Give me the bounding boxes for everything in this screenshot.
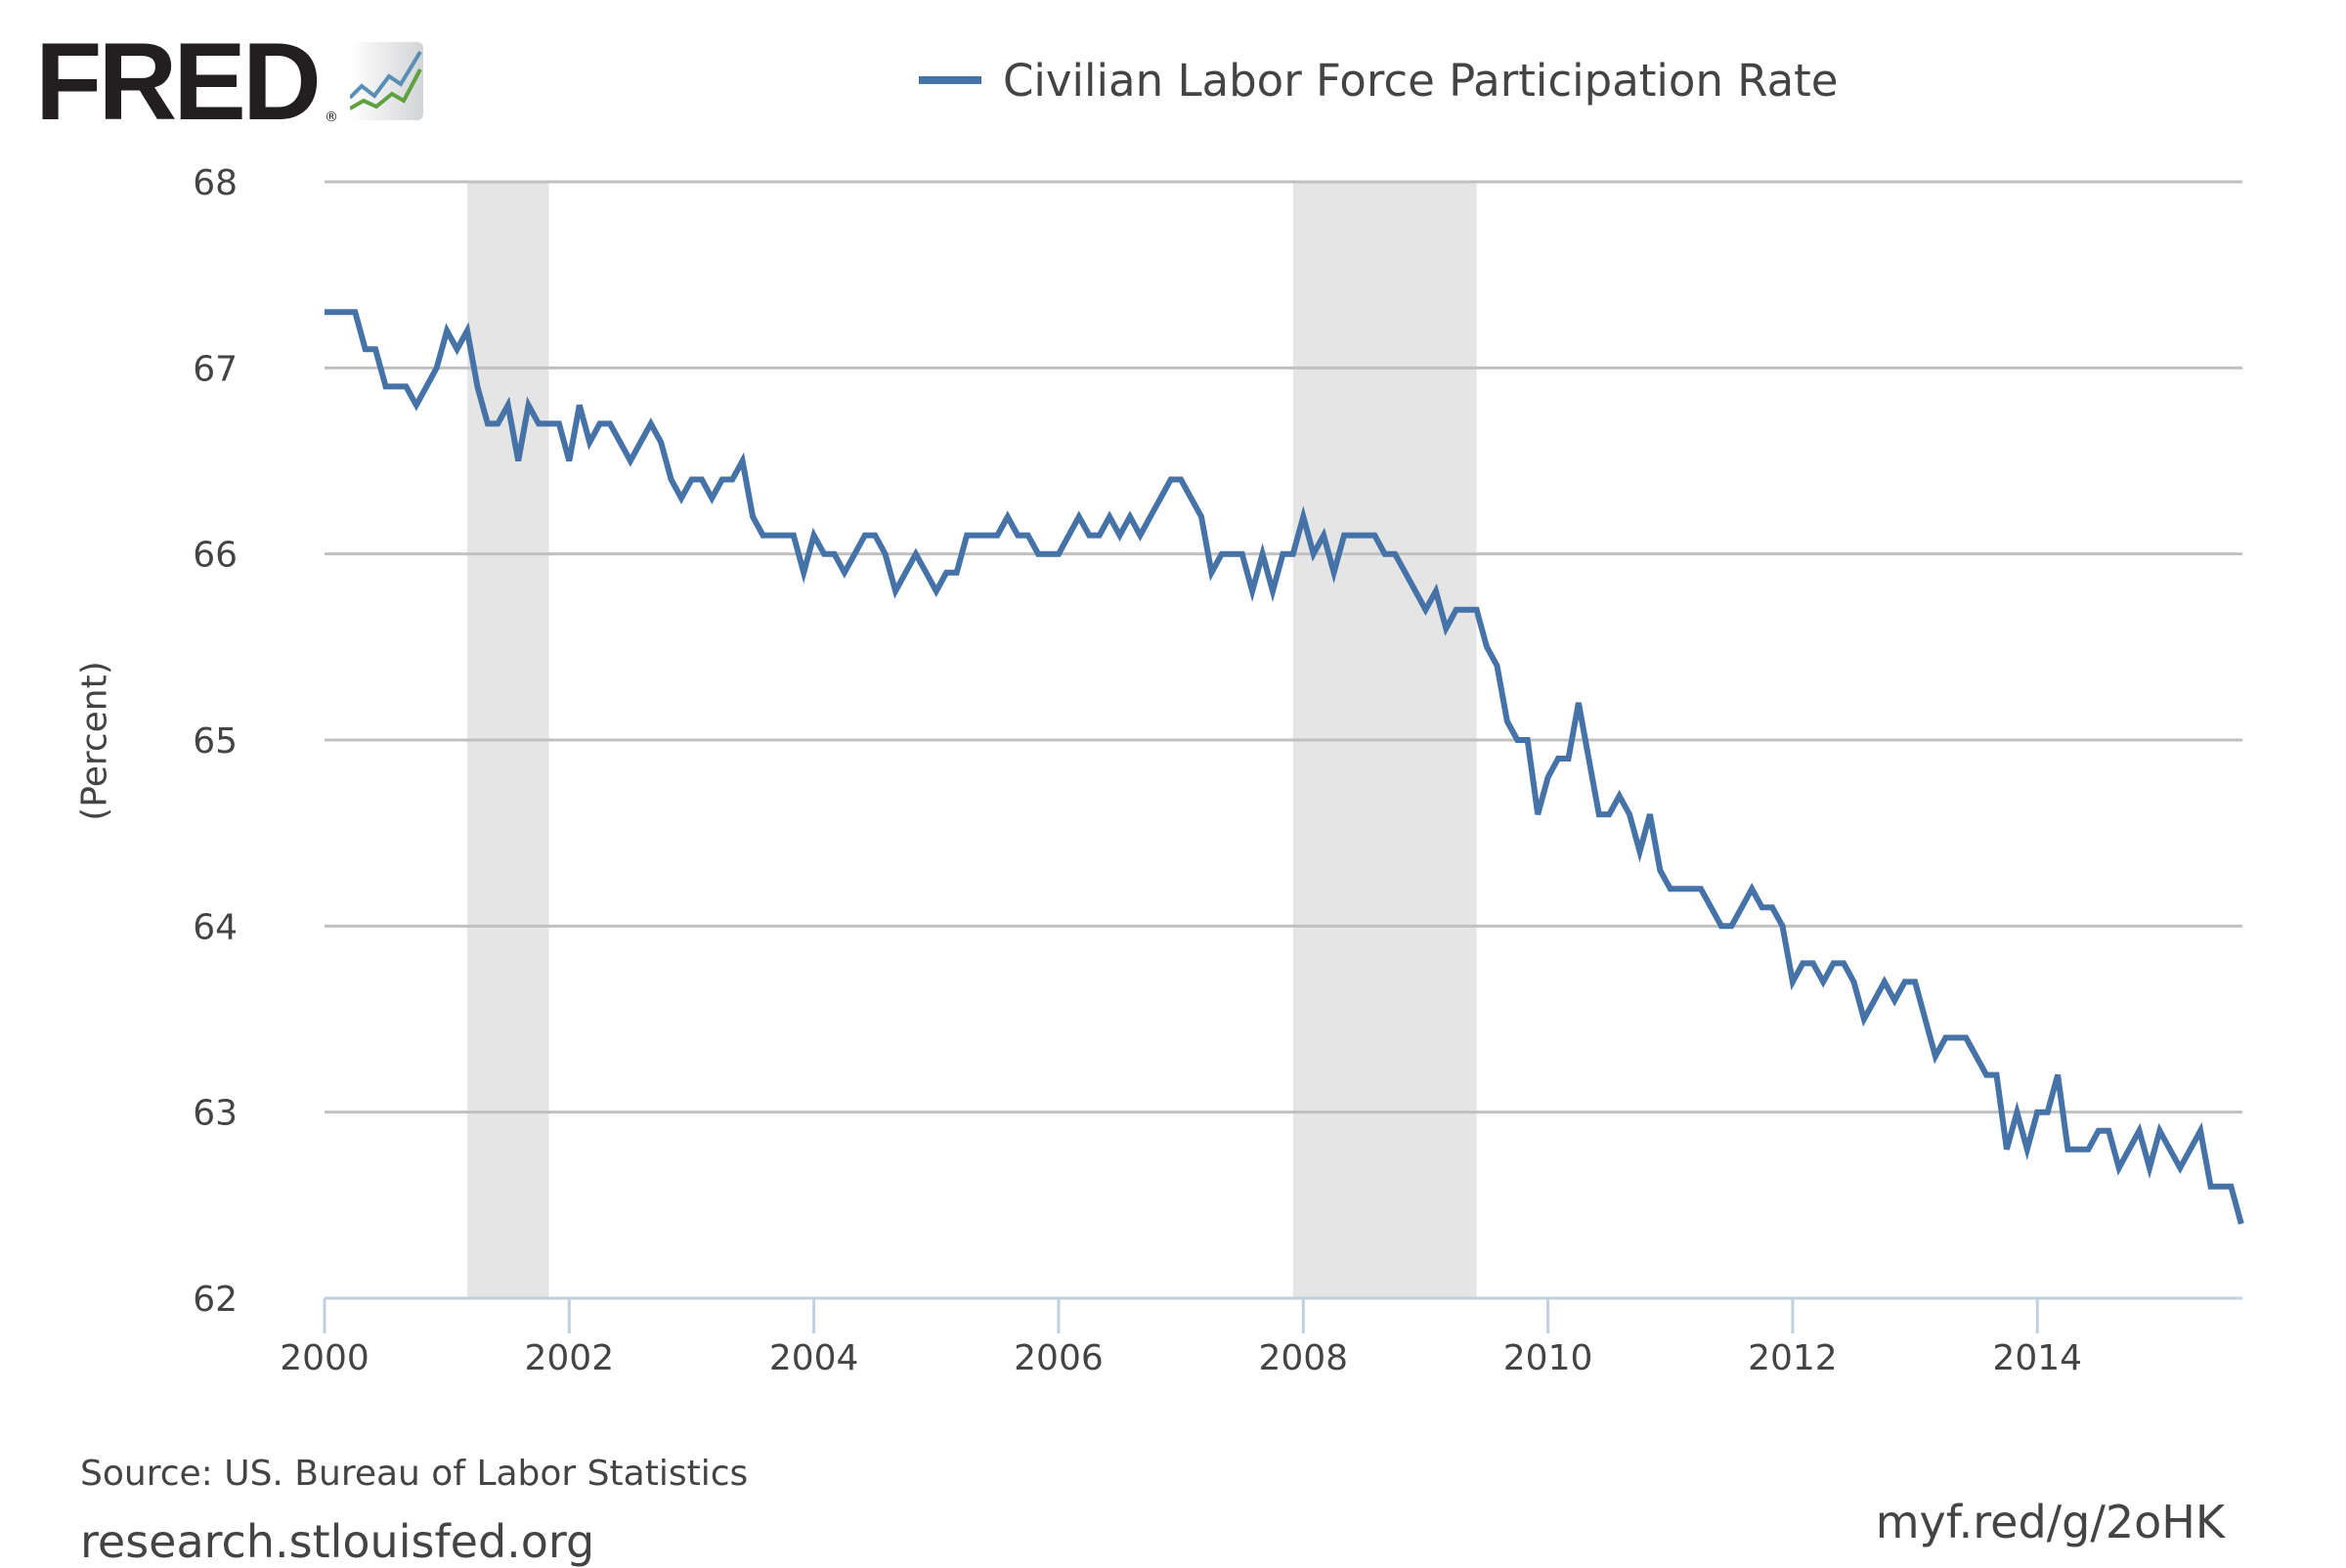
x-tick-label: 2014 xyxy=(1992,1338,2082,1378)
line-chart-icon xyxy=(350,42,423,120)
x-tick-label: 2004 xyxy=(769,1338,859,1378)
logo-wordmark: FRED xyxy=(35,21,322,143)
legend-label: Civilian Labor Force Participation Rate xyxy=(1003,54,1839,107)
y-tick-label: 67 xyxy=(193,349,238,389)
y-tick-label: 62 xyxy=(193,1280,238,1320)
x-tick-label: 2012 xyxy=(1748,1338,1838,1378)
y-axis-ticks: 62 63 64 65 66 67 68 xyxy=(193,163,238,1320)
site-url[interactable]: research.stlouisfed.org xyxy=(80,1515,595,1568)
x-tick-label: 2010 xyxy=(1503,1338,1593,1378)
gridlines xyxy=(325,180,2242,1114)
x-tick-label: 2008 xyxy=(1258,1338,1348,1378)
x-tick-label: 2002 xyxy=(525,1338,615,1378)
x-tick-label: 2006 xyxy=(1014,1338,1104,1378)
y-tick-label: 64 xyxy=(193,907,238,947)
y-tick-label: 63 xyxy=(193,1094,238,1134)
y-tick-label: 65 xyxy=(193,721,238,762)
y-tick-label: 68 xyxy=(193,163,238,203)
y-axis-label: (Percent) xyxy=(74,661,115,821)
series-line xyxy=(325,309,2244,1225)
short-link[interactable]: myf.red/g/2oHK xyxy=(1875,1496,2225,1548)
source-note: Source: US. Bureau of Labor Statistics xyxy=(80,1454,749,1494)
fred-logo: FRED ® xyxy=(35,27,456,137)
chart-legend: Civilian Labor Force Participation Rate xyxy=(919,51,1838,109)
registered-mark: ® xyxy=(325,109,338,125)
x-axis: 2000 2002 2004 2006 2008 2010 2012 2014 xyxy=(280,1296,2242,1378)
y-tick-label: 66 xyxy=(193,536,238,576)
x-tick-label: 2000 xyxy=(280,1338,369,1378)
legend-swatch xyxy=(919,76,981,84)
